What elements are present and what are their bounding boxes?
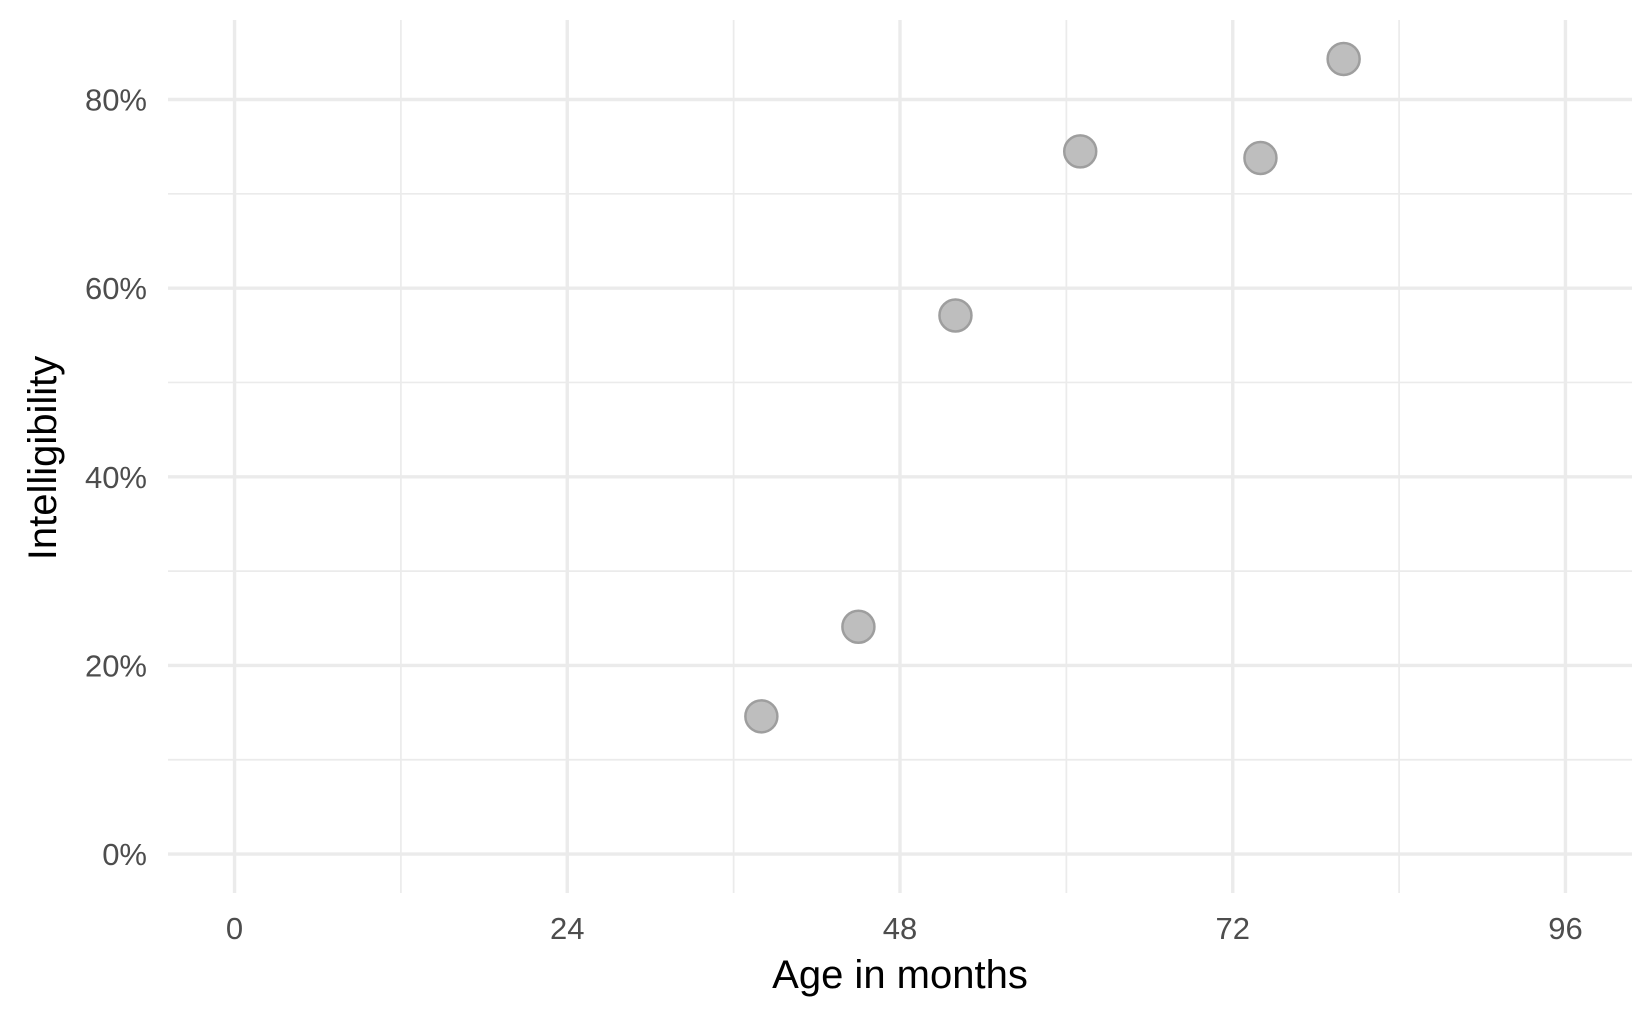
x-tick-label: 48	[883, 911, 917, 946]
major-gridlines	[168, 20, 1632, 893]
x-tick-label: 96	[1548, 911, 1582, 946]
y-tick-label: 20%	[85, 648, 147, 683]
y-axis-title: Intelligibility	[21, 356, 65, 561]
data-point	[744, 699, 779, 734]
data-point	[938, 298, 973, 333]
data-points	[744, 41, 1361, 734]
y-tick-label: 40%	[85, 460, 147, 495]
data-point	[841, 609, 876, 644]
data-point	[1326, 41, 1361, 77]
x-tick-label: 72	[1215, 911, 1249, 946]
y-axis-tick-labels: 0% 20% 40% 60% 80%	[85, 83, 147, 873]
data-point	[1243, 140, 1278, 176]
x-axis-title: Age in months	[772, 953, 1028, 997]
x-tick-label: 24	[550, 911, 584, 946]
y-tick-label: 0%	[102, 837, 147, 872]
y-tick-label: 80%	[85, 83, 147, 118]
data-point	[1062, 134, 1098, 169]
y-tick-label: 60%	[85, 271, 147, 306]
x-tick-label: 0	[226, 911, 243, 946]
x-axis-tick-labels: 0 24 48 72 96	[226, 911, 1583, 946]
